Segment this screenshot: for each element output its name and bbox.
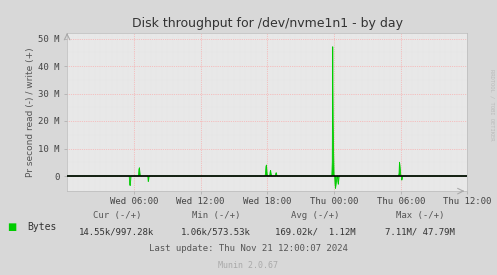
- Text: ■: ■: [7, 222, 17, 232]
- Text: Munin 2.0.67: Munin 2.0.67: [219, 261, 278, 270]
- Text: Cur (-/+): Cur (-/+): [92, 211, 141, 220]
- Y-axis label: Pr second read (-) / write (+): Pr second read (-) / write (+): [26, 47, 35, 177]
- Text: Max (-/+): Max (-/+): [396, 211, 444, 220]
- Text: 169.02k/  1.12M: 169.02k/ 1.12M: [275, 228, 356, 237]
- Text: Bytes: Bytes: [27, 222, 57, 232]
- Text: 14.55k/997.28k: 14.55k/997.28k: [79, 228, 155, 237]
- Text: Last update: Thu Nov 21 12:00:07 2024: Last update: Thu Nov 21 12:00:07 2024: [149, 244, 348, 253]
- Text: RRDTOOL / TOBI OETIKER: RRDTOOL / TOBI OETIKER: [490, 69, 495, 140]
- Text: 7.11M/ 47.79M: 7.11M/ 47.79M: [385, 228, 455, 237]
- Text: 1.06k/573.53k: 1.06k/573.53k: [181, 228, 251, 237]
- Title: Disk throughput for /dev/nvme1n1 - by day: Disk throughput for /dev/nvme1n1 - by da…: [132, 17, 403, 31]
- Text: Avg (-/+): Avg (-/+): [291, 211, 340, 220]
- Text: Min (-/+): Min (-/+): [192, 211, 241, 220]
